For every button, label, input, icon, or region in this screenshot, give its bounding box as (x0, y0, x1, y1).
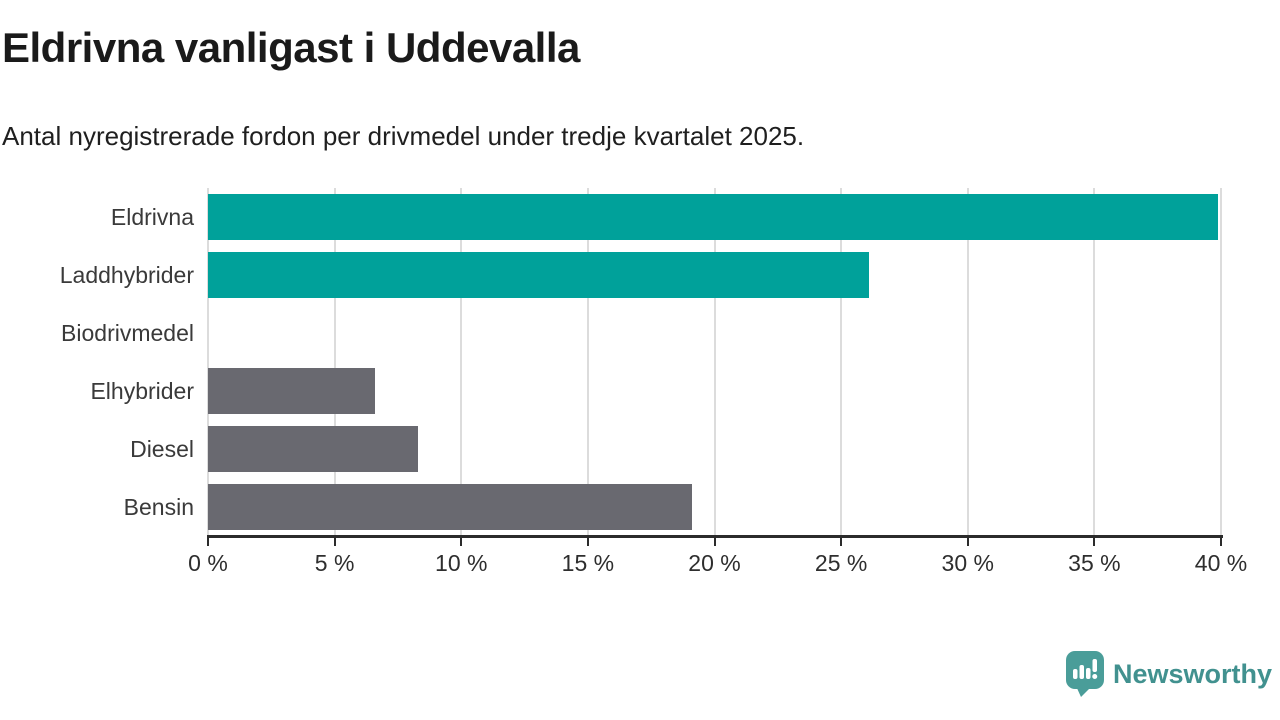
gridline (333, 188, 336, 536)
x-tick (207, 538, 209, 546)
gridline (207, 188, 209, 536)
x-tick (713, 538, 716, 546)
gridline (1093, 188, 1096, 536)
bar-eldrivna (208, 194, 1219, 240)
gridline (460, 188, 463, 536)
x-axis-line (207, 535, 1223, 538)
x-tick-label: 15 % (561, 550, 615, 576)
category-label: Diesel (130, 436, 194, 462)
x-tick (460, 538, 463, 546)
category-axis: Eldrivna Laddhybrider Biodrivmedel Elhybrid… (0, 188, 194, 536)
gridline (840, 188, 843, 536)
x-tick (586, 538, 589, 546)
newsworthy-logo: Newsworthy (1065, 650, 1272, 698)
category-label: Biodrivmedel (61, 320, 194, 346)
gridline (1220, 188, 1222, 536)
x-tick (333, 538, 336, 546)
category-label: Laddhybrider (59, 262, 194, 288)
bar-elhybrider (208, 368, 376, 414)
x-tick-label: 10 % (435, 550, 488, 576)
gridline (586, 188, 589, 536)
chart-subtitle: Antal nyregistrerade fordon per drivmede… (2, 121, 805, 151)
gridline (966, 188, 969, 536)
category-label: Bensin (123, 494, 194, 520)
x-tick-label: 30 % (941, 550, 994, 576)
x-tick-label: 40 % (1194, 550, 1248, 576)
gridline (713, 188, 716, 536)
x-tick (966, 538, 969, 546)
x-tick (840, 538, 843, 546)
x-tick-label: 25 % (814, 550, 868, 576)
chart-title: Eldrivna vanligast i Uddevalla (2, 24, 580, 71)
x-tick (1220, 538, 1222, 546)
newsworthy-logo-icon (1065, 651, 1104, 697)
x-tick-label: 5 % (314, 550, 355, 576)
bar-bensin (208, 484, 692, 530)
bar-laddhybrider (208, 252, 869, 298)
newsworthy-logo-text: Newsworthy (1112, 658, 1272, 689)
x-tick (1093, 538, 1096, 546)
x-tick-label: 35 % (1068, 550, 1121, 576)
plot-area: 0 % 5 % 10 % 15 % 20 % 25 % 30 % 35 % 40 % (188, 188, 1247, 576)
category-label: Elhybrider (90, 378, 194, 404)
x-tick-label: 20 % (688, 550, 741, 576)
category-label: Eldrivna (110, 204, 194, 230)
bar-diesel (208, 426, 419, 472)
x-tick-label: 0 % (188, 550, 228, 576)
